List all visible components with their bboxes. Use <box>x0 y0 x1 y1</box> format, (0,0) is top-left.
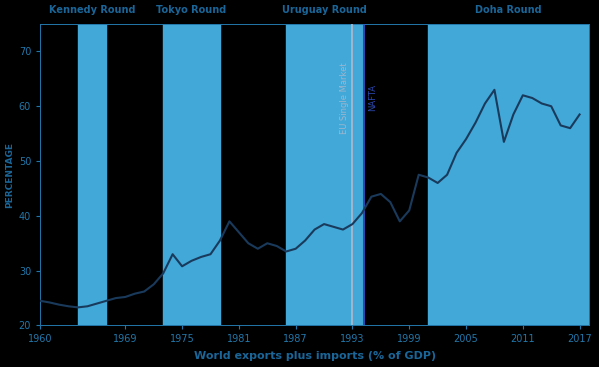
Bar <box>428 24 589 326</box>
Y-axis label: PERCENTAGE: PERCENTAGE <box>5 142 14 208</box>
Bar <box>163 24 220 326</box>
Text: EU Single Market: EU Single Market <box>340 62 349 134</box>
Text: Doha Round: Doha Round <box>476 5 542 15</box>
Text: Tokyo Round: Tokyo Round <box>156 5 226 15</box>
Bar <box>286 24 362 326</box>
Text: Uruguay Round: Uruguay Round <box>282 5 367 15</box>
Text: NAFTA: NAFTA <box>368 84 377 111</box>
X-axis label: World exports plus imports (% of GDP): World exports plus imports (% of GDP) <box>193 352 435 361</box>
Text: Kennedy Round: Kennedy Round <box>49 5 135 15</box>
Bar <box>78 24 107 326</box>
